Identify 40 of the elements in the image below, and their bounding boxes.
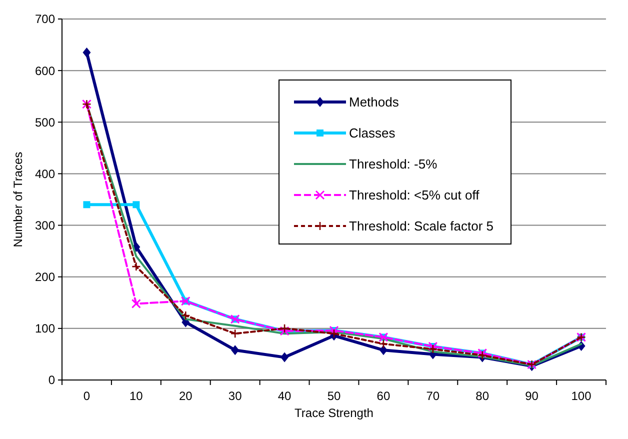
point — [132, 201, 140, 208]
point — [83, 201, 90, 208]
x-axis-title: Trace Strength — [294, 406, 374, 420]
x-tick-label: 40 — [278, 389, 292, 403]
y-tick-label: 500 — [34, 115, 56, 130]
y-tick-label: 300 — [34, 218, 56, 232]
point — [82, 48, 91, 58]
point — [378, 339, 388, 349]
legend-label: Methods — [349, 94, 400, 110]
point — [379, 345, 388, 356]
point — [131, 298, 141, 308]
x-tick-label: 10 — [130, 389, 144, 403]
point — [428, 344, 438, 354]
x-tick-label: 70 — [426, 389, 440, 403]
x-tick-label: 50 — [327, 389, 341, 403]
point — [329, 328, 339, 338]
x-tick-label: 30 — [228, 389, 242, 403]
x-tick-label: 100 — [571, 389, 592, 403]
x-tick-label: 0 — [83, 389, 90, 403]
point — [132, 262, 141, 272]
point — [180, 310, 190, 320]
y-tick-label: 400 — [34, 166, 56, 181]
point — [280, 352, 289, 362]
legend-label: Classes — [349, 126, 396, 141]
x-tick-label: 20 — [178, 389, 193, 403]
y-axis-title: Number of Traces — [11, 152, 25, 248]
point — [230, 328, 240, 338]
legend-label: Threshold: Scale factor 5 — [349, 218, 494, 234]
point — [231, 345, 240, 356]
y-tick-label: 700 — [34, 12, 56, 26]
x-tick-label: 60 — [376, 389, 390, 403]
legend-label: Threshold: -5% — [349, 156, 438, 172]
y-tick-label: 0 — [48, 373, 56, 388]
y-tick-label: 200 — [34, 270, 56, 284]
x-tick-label: 90 — [525, 389, 539, 403]
point — [478, 350, 488, 360]
x-tick-label: 80 — [476, 389, 490, 403]
y-tick-label: 100 — [34, 322, 56, 336]
y-tick-label: 600 — [34, 64, 56, 78]
legend-label: Threshold: <5% cut off — [349, 188, 480, 203]
